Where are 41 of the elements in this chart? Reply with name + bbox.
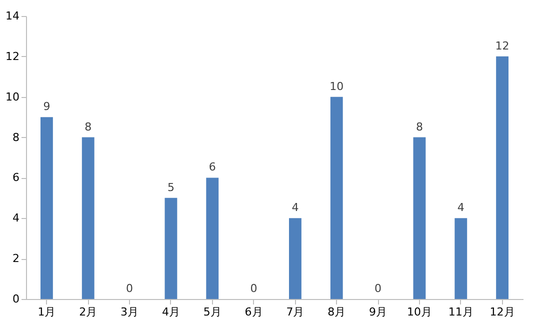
x-tick-label: 4月 bbox=[162, 306, 180, 318]
y-tick-label: 14 bbox=[6, 10, 20, 22]
data-label: 8 bbox=[416, 120, 423, 134]
data-label: 12 bbox=[495, 39, 510, 52]
y-tick-label: 8 bbox=[12, 130, 20, 144]
bar bbox=[288, 218, 302, 299]
data-label: 9 bbox=[43, 100, 50, 114]
x-tick-label: 3月 bbox=[120, 306, 139, 318]
bar bbox=[206, 178, 219, 299]
data-label: 0 bbox=[126, 282, 134, 295]
x-tick-label: 8月 bbox=[328, 306, 346, 318]
bar bbox=[164, 198, 178, 299]
data-label: 4 bbox=[292, 201, 299, 214]
data-label: 4 bbox=[457, 201, 464, 214]
x-tick-label: 2月 bbox=[79, 306, 98, 318]
data-label: 0 bbox=[250, 282, 258, 295]
x-tick-label: 7月 bbox=[286, 306, 304, 318]
data-label: 5 bbox=[167, 180, 174, 194]
x-tick-label: 9月 bbox=[369, 306, 388, 318]
y-tick-label: 10 bbox=[6, 90, 20, 104]
bar bbox=[413, 137, 426, 299]
y-tick-label: 4 bbox=[12, 212, 20, 225]
y-tick-label: 0 bbox=[12, 292, 20, 306]
data-label: 6 bbox=[208, 160, 216, 174]
data-label: 10 bbox=[330, 80, 344, 93]
data-label: 0 bbox=[374, 282, 382, 295]
bar bbox=[40, 117, 53, 299]
x-tick-label: 10月 bbox=[406, 306, 432, 318]
y-tick-label: 12 bbox=[6, 50, 20, 63]
x-tick-label: 1月 bbox=[38, 306, 56, 318]
x-tick-label: 11月 bbox=[448, 306, 474, 318]
data-label: 8 bbox=[84, 120, 92, 134]
x-tick-label: 6月 bbox=[244, 306, 263, 318]
y-tick-label: 6 bbox=[12, 171, 20, 184]
bar bbox=[496, 56, 509, 299]
x-tick-label: 5月 bbox=[203, 306, 222, 318]
y-tick-label: 2 bbox=[12, 252, 20, 266]
x-tick-label: 12月 bbox=[490, 306, 515, 318]
bar bbox=[330, 96, 343, 299]
bar bbox=[82, 137, 94, 299]
bar bbox=[454, 218, 468, 299]
